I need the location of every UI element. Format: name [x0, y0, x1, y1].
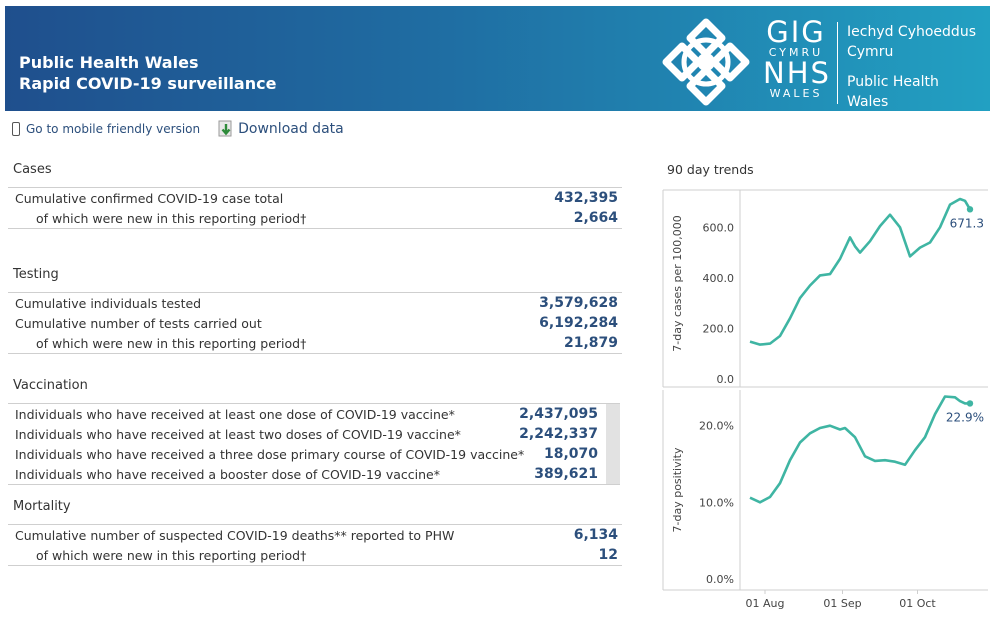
- row-value: 2,664: [573, 210, 618, 226]
- table-row: Individuals who have received a booster …: [8, 464, 620, 484]
- mortality-section-title: Mortality: [13, 499, 71, 514]
- vaccination-scrollbar[interactable]: [606, 404, 620, 484]
- row-label: Individuals who have received a three do…: [15, 446, 525, 462]
- logo-nhs-text: NHS: [763, 56, 831, 90]
- row-label: of which were new in this reporting peri…: [36, 547, 307, 563]
- org-name-english-1: Public Health: [847, 74, 939, 90]
- x-tick-label: 01 Oct: [899, 597, 936, 610]
- row-label: Cumulative number of tests carried out: [15, 315, 262, 331]
- download-data-link[interactable]: Download data: [218, 120, 344, 138]
- mobile-version-link[interactable]: Go to mobile friendly version: [12, 122, 200, 136]
- row-label: Individuals who have received at least t…: [15, 426, 461, 442]
- y-tick-label: 600.0: [703, 221, 735, 234]
- logo-divider: [837, 22, 838, 104]
- row-value: 6,134: [573, 527, 618, 543]
- end-value-label: 22.9%: [946, 410, 984, 424]
- table-row: of which were new in this reporting peri…: [8, 545, 622, 565]
- title-line-2: Rapid COVID-19 surveillance: [19, 74, 277, 93]
- top-links: Go to mobile friendly version Download d…: [12, 118, 344, 140]
- row-value: 2,437,095: [519, 406, 598, 422]
- y-tick-label: 200.0: [703, 322, 735, 335]
- row-value: 18,070: [543, 446, 598, 462]
- table-row: Individuals who have received at least t…: [8, 424, 620, 444]
- row-label: Cumulative number of suspected COVID-19 …: [15, 527, 455, 543]
- cases-table: Cumulative confirmed COVID-19 case total…: [8, 187, 622, 229]
- x-tick-label: 01 Sep: [823, 597, 861, 610]
- page-title: Public Health Wales Rapid COVID-19 surve…: [19, 52, 276, 94]
- header-banner: Public Health Wales Rapid COVID-19 surve…: [5, 6, 990, 111]
- mortality-table: Cumulative number of suspected COVID-19 …: [8, 524, 622, 566]
- end-point-marker: [966, 400, 974, 407]
- celtic-knot-logo-icon: [662, 18, 750, 106]
- mobile-version-label: Go to mobile friendly version: [26, 122, 201, 136]
- table-row: Individuals who have received a three do…: [8, 444, 620, 464]
- row-label: Cumulative individuals tested: [15, 295, 202, 311]
- table-row: of which were new in this reporting peri…: [8, 333, 622, 353]
- title-line-1: Public Health Wales: [19, 53, 199, 72]
- table-row: Cumulative individuals tested 3,579,628: [8, 293, 622, 313]
- y-tick-label: 400.0: [703, 272, 735, 285]
- series-line: [749, 395, 970, 504]
- row-value: 6,192,284: [539, 315, 618, 331]
- row-label: Cumulative confirmed COVID-19 case total: [15, 190, 284, 206]
- row-label: of which were new in this reporting peri…: [36, 335, 307, 351]
- row-value: 389,621: [534, 466, 598, 482]
- table-row: Cumulative confirmed COVID-19 case total…: [8, 188, 622, 208]
- org-name-welsh-1: Iechyd Cyhoeddus: [847, 24, 976, 40]
- vaccination-table: Individuals who have received at least o…: [8, 403, 620, 485]
- y-tick-label: 20.0%: [699, 420, 734, 433]
- x-tick-label: 01 Aug: [746, 597, 785, 610]
- y-axis-label: 7-day cases per 100,000: [671, 215, 684, 351]
- end-point-marker: [966, 206, 974, 213]
- y-tick-label: 0.0: [717, 373, 735, 386]
- table-row: Individuals who have received at least o…: [8, 404, 620, 424]
- nhs-wales-logo: GIG CYMRU NHS WALES: [763, 15, 831, 101]
- logo-gig-text: GIG: [766, 15, 826, 49]
- table-row: of which were new in this reporting peri…: [8, 208, 622, 228]
- download-icon: [218, 120, 232, 137]
- org-name-english-2: Wales: [847, 94, 889, 110]
- end-value-label: 671.3: [950, 216, 984, 230]
- row-label: Individuals who have received a booster …: [15, 466, 440, 482]
- trend-charts: 0.0 200.0 400.0 600.0 7-day cases per 100,00…: [662, 189, 988, 610]
- y-axis-label: 7-day positivity: [671, 447, 684, 532]
- table-row: Cumulative number of tests carried out 6…: [8, 313, 622, 333]
- organisation-name: Iechyd Cyhoeddus Cymru Public Health Wal…: [847, 22, 976, 111]
- testing-section-title: Testing: [13, 267, 59, 282]
- cases-section-title: Cases: [13, 162, 52, 177]
- logo-cymru-text: CYMRU: [768, 46, 824, 59]
- row-label: Individuals who have received at least o…: [15, 406, 455, 422]
- table-row: Cumulative number of suspected COVID-19 …: [8, 525, 622, 545]
- testing-table: Cumulative individuals tested 3,579,628 …: [8, 292, 622, 354]
- row-value: 432,395: [554, 190, 618, 206]
- vaccination-section-title: Vaccination: [13, 378, 88, 393]
- row-value: 21,879: [563, 335, 618, 351]
- row-value: 3,579,628: [539, 295, 618, 311]
- org-name-welsh-2: Cymru: [847, 44, 894, 60]
- y-tick-label: 0.0%: [706, 573, 734, 586]
- row-value: 12: [598, 547, 618, 563]
- row-value: 2,242,337: [519, 426, 598, 442]
- mobile-phone-icon: [12, 122, 20, 136]
- row-label: of which were new in this reporting peri…: [36, 210, 307, 226]
- series-line: [749, 197, 972, 346]
- y-tick-label: 10.0%: [699, 496, 734, 509]
- logo-wales-text: WALES: [769, 87, 823, 100]
- download-data-label: Download data: [238, 121, 344, 137]
- trends-title: 90 day trends: [667, 162, 754, 177]
